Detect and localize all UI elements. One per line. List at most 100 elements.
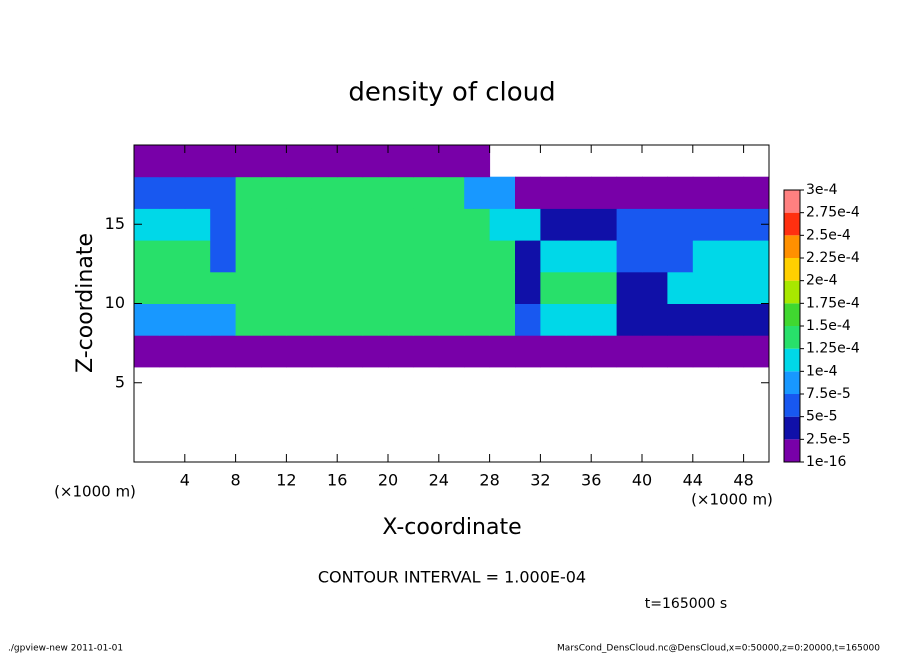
x-unit: (×1000 m)	[691, 491, 773, 509]
cell	[565, 271, 592, 304]
x-tick-label: 12	[276, 471, 296, 490]
cell	[210, 240, 237, 273]
cell	[438, 303, 465, 336]
cell	[388, 176, 414, 209]
cell	[515, 367, 541, 399]
cell	[363, 399, 389, 431]
colorbar-label: 2e-4	[806, 273, 838, 289]
cell	[286, 176, 313, 209]
colorbar-label: 1e-4	[806, 363, 838, 379]
cell	[388, 208, 414, 241]
contour-note: CONTOUR INTERVAL = 1.000E-04	[318, 568, 586, 587]
cell	[642, 240, 668, 273]
cell	[438, 335, 465, 368]
cell	[692, 240, 719, 273]
cell	[540, 367, 566, 399]
cell	[235, 240, 262, 273]
cell	[337, 145, 364, 178]
cell	[388, 240, 414, 273]
cell	[744, 399, 770, 431]
cell	[718, 271, 745, 304]
colorbar-band	[784, 326, 800, 349]
cell	[311, 303, 338, 336]
cell	[667, 271, 694, 304]
cell	[464, 176, 491, 209]
cell	[692, 303, 719, 336]
cell	[489, 240, 516, 273]
cell	[642, 430, 668, 462]
cell	[159, 240, 186, 273]
cell	[438, 271, 465, 304]
x-tick-label: 16	[327, 471, 347, 490]
cell	[642, 271, 668, 304]
cell	[515, 399, 541, 431]
cell	[515, 208, 541, 241]
y-tick-label: 15	[105, 214, 125, 233]
cell	[591, 176, 618, 209]
x-tick-label: 32	[530, 471, 550, 490]
cell	[261, 430, 287, 462]
cell	[159, 399, 185, 431]
cell	[490, 145, 516, 177]
cell	[464, 430, 490, 462]
cell	[693, 367, 719, 399]
cell	[261, 240, 287, 273]
cell	[617, 145, 643, 177]
cell	[337, 271, 364, 304]
cell	[235, 145, 262, 178]
cell	[184, 145, 211, 178]
cell	[591, 145, 617, 177]
cell	[413, 430, 439, 462]
x-tick-label: 44	[683, 471, 703, 490]
cell	[159, 271, 186, 304]
cell	[591, 240, 618, 273]
cell	[565, 176, 592, 209]
cell	[235, 176, 262, 209]
cell	[286, 367, 312, 399]
cell	[134, 271, 160, 304]
cell	[337, 240, 364, 273]
cell	[413, 335, 440, 368]
cell	[388, 367, 414, 399]
cell	[235, 271, 262, 304]
cell	[490, 430, 516, 462]
cell	[363, 367, 389, 399]
cell	[337, 303, 364, 336]
cell	[159, 367, 185, 399]
cell	[718, 240, 745, 273]
cell	[565, 240, 592, 273]
cell	[413, 240, 440, 273]
cell	[311, 145, 338, 178]
footer-left: ./gpview-new 2011-01-01	[8, 644, 123, 654]
cell	[185, 399, 211, 431]
footer-right: MarsCond_DensCloud.nc@DensCloud,x=0:5000…	[557, 644, 880, 654]
cell	[718, 208, 745, 241]
cell	[388, 430, 414, 462]
cell	[159, 303, 186, 336]
cell	[565, 208, 592, 241]
cell	[540, 208, 567, 241]
cell	[388, 303, 414, 336]
cell	[692, 271, 719, 304]
cell	[286, 335, 313, 368]
cell	[388, 271, 414, 304]
cell	[134, 176, 160, 209]
cell	[667, 303, 694, 336]
cell	[642, 176, 668, 209]
x-tick-label: 24	[429, 471, 449, 490]
cell	[184, 176, 211, 209]
cell	[210, 176, 237, 209]
cell	[210, 367, 236, 399]
colorbar-label: 2.5e-5	[806, 431, 851, 447]
cell	[591, 367, 617, 399]
colorbar-label: 2.75e-4	[806, 205, 860, 221]
cell	[388, 335, 414, 368]
cell	[743, 271, 770, 304]
cell	[667, 399, 693, 431]
cell	[693, 399, 719, 431]
cell	[159, 145, 186, 178]
x-tick-label: 36	[581, 471, 601, 490]
cell	[515, 335, 541, 368]
time-note: t=165000 s	[645, 596, 727, 612]
